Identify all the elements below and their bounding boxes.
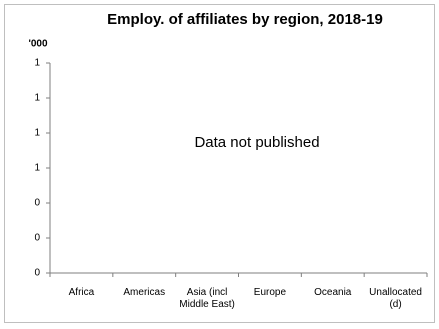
y-tick-label: 1 <box>34 58 40 69</box>
y-tick-label: 1 <box>34 93 40 104</box>
y-tick-label: 1 <box>34 128 40 139</box>
y-tick-label: 0 <box>34 198 40 209</box>
x-tick-label: Africa <box>68 287 95 298</box>
x-tick-label: Oceania <box>314 287 352 298</box>
y-tick-label: 0 <box>34 268 40 279</box>
x-tick-label: Americas <box>123 287 166 298</box>
x-tick-label: Europe <box>253 287 287 298</box>
x-tick-label: Unallocated (d) <box>369 287 422 310</box>
x-tick-label: Asia (incl Middle East) <box>179 287 235 310</box>
annotation: Data not published <box>194 134 319 151</box>
y-tick-label: 1 <box>34 163 40 174</box>
chart-title: Employ. of affiliates by region, 2018-19 <box>107 11 383 28</box>
chart-frame <box>4 4 435 323</box>
y-unit: '000 <box>28 39 48 50</box>
y-tick-label: 0 <box>34 233 40 244</box>
